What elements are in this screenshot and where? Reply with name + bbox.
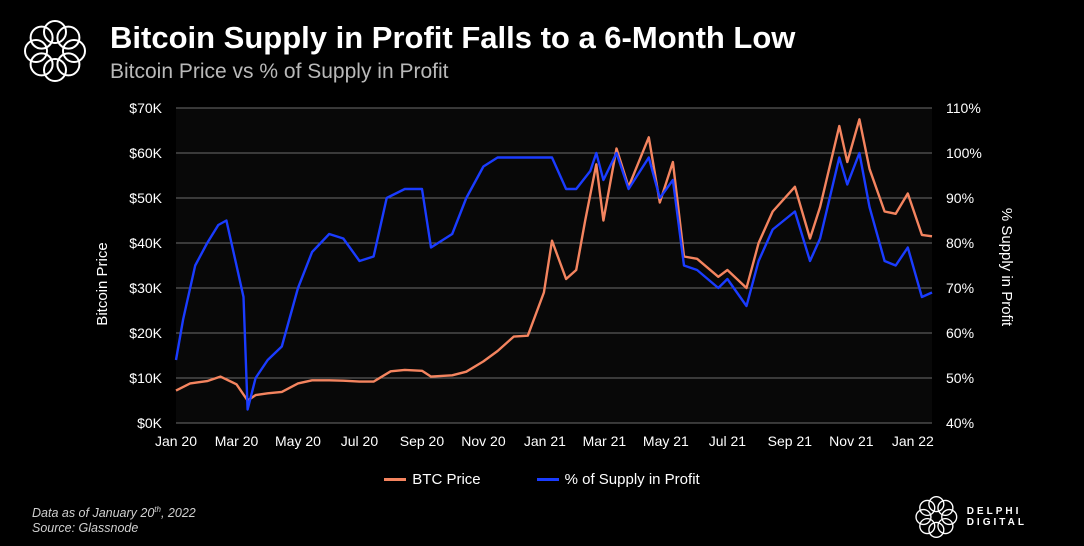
brand: DELPHI DIGITAL — [914, 494, 1084, 540]
legend-item-btc: BTC Price — [384, 471, 481, 488]
x-tick-label: Nov 21 — [829, 433, 874, 449]
series-lines — [174, 118, 933, 411]
x-tick-label: Jan 22 — [892, 433, 934, 449]
x-tick-label: May 20 — [275, 433, 321, 449]
right-tick-label: 110% — [946, 100, 981, 116]
data-date: Data as of January 20th, 2022 — [32, 505, 196, 521]
right-tick-label: 100% — [946, 145, 982, 161]
x-tick-label: Jul 21 — [709, 433, 747, 449]
left-axis-label: Bitcoin Price — [94, 242, 111, 325]
x-tick-label: Nov 20 — [461, 433, 506, 449]
right-tick-label: 50% — [946, 370, 974, 386]
right-tick-label: 60% — [946, 325, 974, 341]
left-tick-label: $10K — [129, 370, 162, 386]
page-title: Bitcoin Supply in Profit Falls to a 6-Mo… — [110, 20, 796, 55]
legend: BTC Price % of Supply in Profit — [0, 471, 1084, 488]
brand-name: DELPHI DIGITAL — [966, 506, 1027, 528]
legend-label-btc: BTC Price — [412, 471, 481, 488]
gridlines — [176, 107, 932, 424]
legend-label-supply: % of Supply in Profit — [564, 471, 700, 488]
x-axis-ticks: Jan 20 Mar 20 May 20 Jul 20 Sep 20 Nov 20 Jan … — [155, 433, 934, 449]
chart: $0K $10K $20K $30K $40K $50K $60K $70K 40% 50% 60… — [94, 100, 1015, 449]
right-axis-label: % Supply in Profit — [998, 208, 1015, 327]
delphi-ring-icon — [915, 496, 958, 538]
plot-area — [176, 108, 932, 423]
left-tick-label: $20K — [129, 325, 162, 341]
left-tick-label: $60K — [129, 145, 162, 161]
delphi-ring-icon — [24, 20, 86, 82]
data-note: Data as of January 20th, 2022 Source: Gl… — [32, 502, 196, 536]
right-tick-label: 40% — [946, 415, 974, 431]
legend-swatch-supply — [536, 478, 559, 481]
x-tick-label: Mar 20 — [215, 433, 259, 449]
x-tick-label: Sep 20 — [400, 433, 445, 449]
left-tick-label: $40K — [129, 235, 162, 251]
x-tick-label: May 21 — [643, 433, 689, 449]
right-tick-label: 70% — [946, 280, 974, 296]
btc-price-line — [175, 118, 933, 402]
page-subtitle: Bitcoin Price vs % of Supply in Profit — [110, 60, 449, 83]
x-tick-label: Jul 20 — [341, 433, 379, 449]
left-tick-label: $70K — [129, 100, 162, 116]
left-axis-ticks: $0K $10K $20K $30K $40K $50K $60K $70K — [129, 100, 162, 431]
right-tick-label: 90% — [946, 190, 974, 206]
legend-item-supply: % of Supply in Profit — [536, 471, 700, 488]
x-tick-label: Jan 21 — [524, 433, 566, 449]
right-tick-label: 80% — [946, 235, 974, 251]
left-tick-label: $30K — [129, 280, 162, 296]
data-source: Source: Glassnode — [32, 521, 139, 536]
left-tick-label: $0K — [137, 415, 163, 431]
x-tick-label: Jan 20 — [155, 433, 197, 449]
supply-in-profit-line — [174, 151, 933, 411]
x-tick-label: Sep 21 — [768, 433, 813, 449]
left-tick-label: $50K — [129, 190, 162, 206]
x-tick-label: Mar 21 — [583, 433, 627, 449]
legend-swatch-btc — [384, 478, 407, 481]
right-axis-ticks: 40% 50% 60% 70% 80% 90% 100% 110% — [946, 100, 982, 431]
